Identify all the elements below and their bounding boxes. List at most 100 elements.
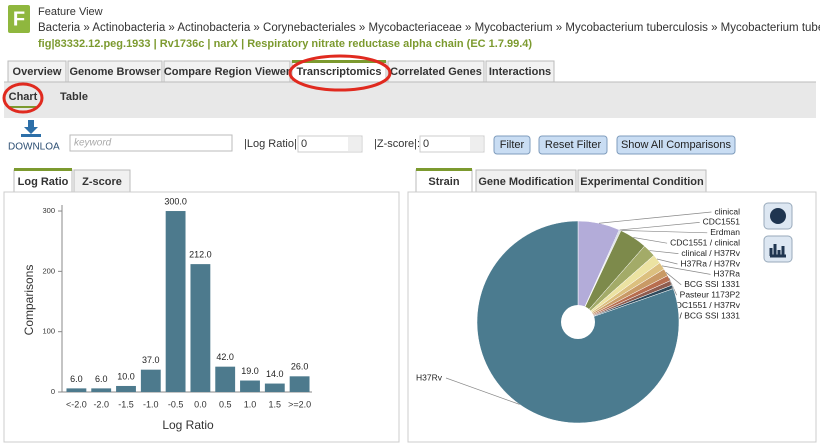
slice-label: clinical / H37Rv xyxy=(681,248,740,258)
annotation-circle xyxy=(2,82,44,114)
leader-line xyxy=(633,237,668,244)
tab[interactable] xyxy=(387,60,485,83)
subtab-label[interactable]: Chart xyxy=(9,91,38,103)
slice-label: clinical xyxy=(714,206,740,216)
tab-active-bar xyxy=(292,60,386,63)
value-label: 42.0 xyxy=(216,352,234,362)
panel-tab-label: Log Ratio xyxy=(18,176,69,188)
value-label: 10.0 xyxy=(117,371,135,381)
leader-line xyxy=(619,222,700,231)
subtab-label[interactable]: Table xyxy=(60,91,88,103)
bar xyxy=(264,383,285,392)
bar xyxy=(289,376,310,392)
pie-hole xyxy=(561,305,595,339)
value-label: 212.0 xyxy=(189,249,212,259)
bar xyxy=(66,388,87,392)
bar xyxy=(240,380,260,392)
zscore-label: |Z-score|: xyxy=(374,138,420,150)
x-tick-label: -1.5 xyxy=(118,399,134,409)
slice-label: Erdman xyxy=(710,227,740,237)
bar xyxy=(215,366,236,392)
download-label: DOWNLOA xyxy=(8,142,60,153)
slice-label: CDC1551 xyxy=(703,217,741,227)
gene-line: fig|83332.12.peg.1933 | Rv1736c | narX |… xyxy=(38,38,532,50)
x-axis-title: Log Ratio xyxy=(162,418,214,432)
keyword-placeholder: keyword xyxy=(74,138,112,149)
leader-line xyxy=(599,211,712,224)
select-arrow-box xyxy=(470,137,483,151)
keyword-input[interactable] xyxy=(69,134,233,152)
subtab-active-bar xyxy=(10,106,36,108)
x-tick-label: 1.5 xyxy=(269,399,282,409)
x-tick-label: -1.0 xyxy=(143,399,159,409)
value-label: 37.0 xyxy=(142,355,160,365)
button[interactable] xyxy=(538,135,608,155)
page-title: Feature View xyxy=(38,6,103,18)
panel-tab-label: Strain xyxy=(428,176,459,188)
tab-label: Interactions xyxy=(489,66,551,78)
y-tick-label: 0 xyxy=(51,387,55,396)
panel-tab-active-bar xyxy=(14,168,72,171)
button-label: Show All Comparisons xyxy=(621,139,732,151)
value-label: 6.0 xyxy=(95,374,108,384)
log-ratio-select[interactable] xyxy=(297,135,363,153)
tab-label: Compare Region Viewer xyxy=(164,66,291,78)
bar xyxy=(140,369,161,392)
tab[interactable] xyxy=(485,60,555,83)
leader-line xyxy=(620,230,708,234)
value-label: 14.0 xyxy=(266,369,284,379)
log-ratio-label: |Log Ratio|: xyxy=(244,138,300,150)
x-tick-label: <-2.0 xyxy=(66,399,87,409)
slice-label: CDC1551 / H37Rv xyxy=(670,300,741,310)
button-label: Filter xyxy=(500,139,525,151)
button[interactable] xyxy=(493,135,531,155)
y-tick-label: 200 xyxy=(42,266,55,275)
slice-label: CDC1551 / clinical xyxy=(670,237,740,247)
pie-chart-icon[interactable] xyxy=(763,202,793,263)
logo xyxy=(8,5,30,33)
tab-label: Correlated Genes xyxy=(390,66,482,78)
y-axis-title: Comparisons xyxy=(22,265,36,336)
tab-label: Overview xyxy=(13,66,62,78)
panel-tab-label: Gene Modification xyxy=(478,176,574,188)
slice-label: H37Rv xyxy=(416,372,443,382)
x-tick-label: 0.0 xyxy=(194,399,207,409)
zscore-value: 0 xyxy=(423,138,429,150)
value-label: 300.0 xyxy=(164,196,187,206)
download-arrow xyxy=(24,120,38,134)
zscore-select[interactable] xyxy=(419,135,485,153)
slice-label: BCG SSI 1331 xyxy=(684,279,740,289)
panel-tab-active-bar xyxy=(416,168,472,171)
download-icon[interactable] xyxy=(21,120,41,137)
slice-label: H37Rv / BCG SSI 1331 xyxy=(651,310,740,320)
annotation-circle xyxy=(288,54,392,92)
leader-line xyxy=(649,250,679,254)
tab[interactable] xyxy=(67,60,163,83)
x-tick-label: >=2.0 xyxy=(288,399,311,409)
tab[interactable] xyxy=(7,60,67,83)
slice-label: H37Ra xyxy=(714,269,741,279)
value-label: 6.0 xyxy=(70,374,83,384)
x-tick-label: -0.5 xyxy=(168,399,184,409)
leader-line xyxy=(665,272,682,286)
breadcrumb: Bacteria » Actinobacteria » Actinobacter… xyxy=(38,22,820,34)
x-tick-label: -2.0 xyxy=(93,399,109,409)
log-ratio-value: 0 xyxy=(301,138,307,150)
y-tick-label: 100 xyxy=(42,327,55,336)
tab-label: Transcriptomics xyxy=(297,66,382,78)
button-label: Reset Filter xyxy=(545,139,602,151)
panel-tab-label: Z-score xyxy=(82,176,122,188)
select-arrow-box xyxy=(348,137,361,151)
bar-icon xyxy=(769,244,786,258)
leader-line xyxy=(661,265,711,275)
bar xyxy=(190,264,211,392)
button[interactable] xyxy=(616,135,736,155)
icon-button[interactable] xyxy=(763,235,793,263)
y-tick-label: 300 xyxy=(42,206,55,215)
slice-label: Pasteur 1173P2 xyxy=(680,289,741,299)
download-tray xyxy=(21,134,41,137)
subtab-bar xyxy=(4,82,816,118)
leader-line xyxy=(656,258,678,265)
leader-line xyxy=(445,377,520,405)
